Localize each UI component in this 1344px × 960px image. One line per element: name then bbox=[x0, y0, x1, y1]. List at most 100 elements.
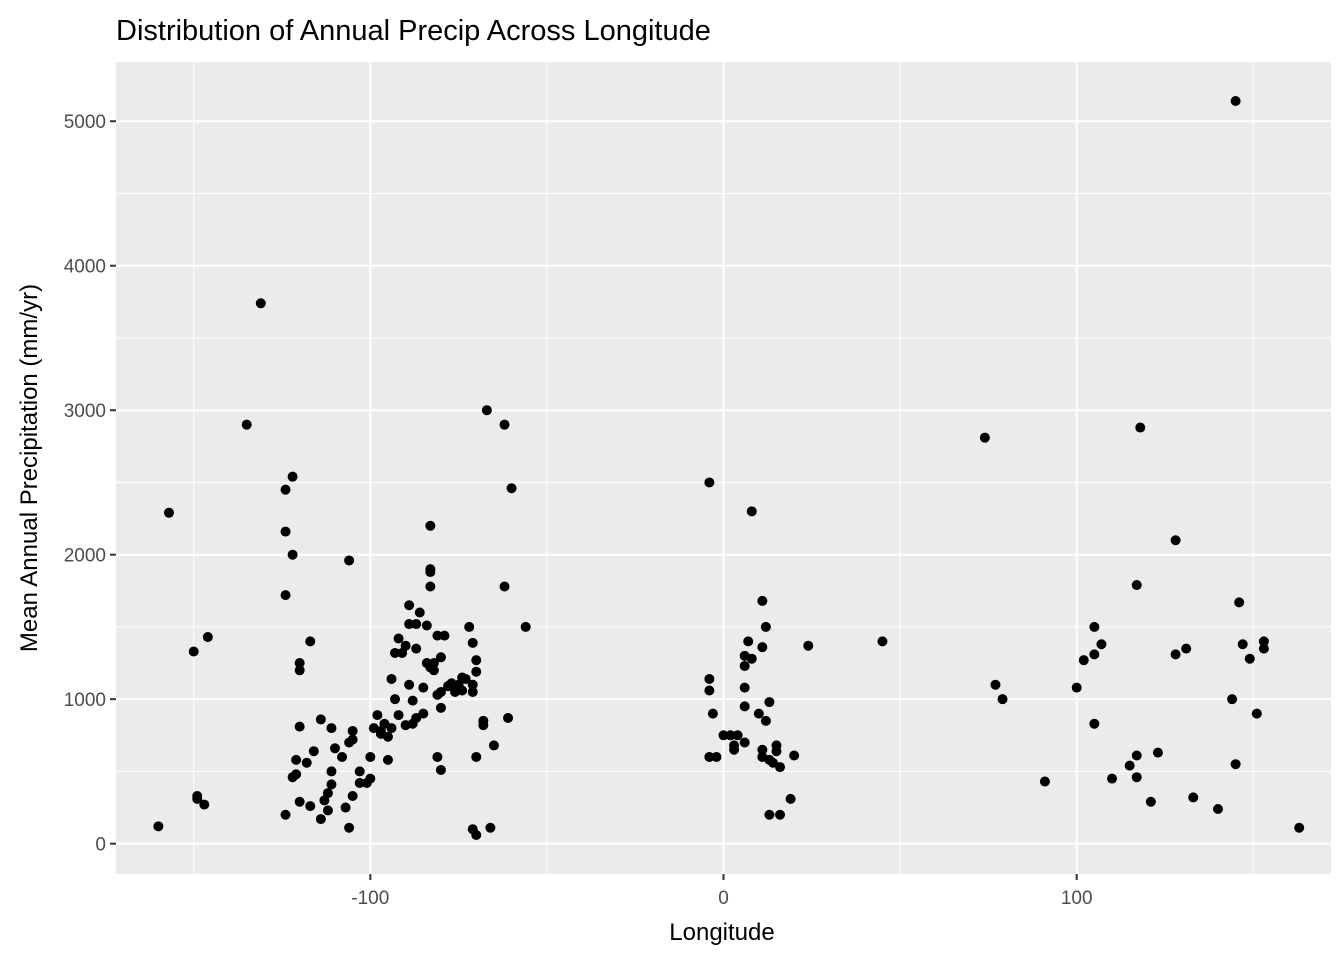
data-point bbox=[1251, 708, 1262, 719]
data-point bbox=[729, 744, 740, 755]
data-point bbox=[1227, 694, 1238, 705]
data-point bbox=[1237, 639, 1248, 650]
data-point bbox=[301, 757, 312, 768]
data-point bbox=[280, 590, 291, 601]
data-point bbox=[1039, 776, 1050, 787]
data-point bbox=[344, 555, 355, 566]
data-point bbox=[771, 746, 782, 757]
y-axis-ticks: 0 1000 2000 3000 4000 5000 bbox=[64, 112, 116, 856]
data-point bbox=[280, 809, 291, 820]
data-point bbox=[294, 721, 305, 732]
data-point bbox=[1152, 747, 1163, 758]
data-point bbox=[435, 764, 446, 775]
data-point bbox=[739, 737, 750, 748]
data-point bbox=[294, 658, 305, 669]
data-point bbox=[757, 595, 768, 606]
x-tick-label: 0 bbox=[718, 888, 729, 909]
data-point bbox=[467, 686, 478, 697]
data-point bbox=[326, 723, 337, 734]
y-tick-label: 0 bbox=[95, 835, 106, 856]
data-point bbox=[435, 702, 446, 713]
data-point bbox=[329, 743, 340, 754]
data-point bbox=[488, 740, 499, 751]
chart-title: Distribution of Annual Precip Across Lon… bbox=[116, 15, 711, 47]
data-point bbox=[326, 766, 337, 777]
data-point bbox=[425, 520, 436, 531]
data-point bbox=[704, 751, 715, 762]
data-point bbox=[418, 708, 429, 719]
y-tick-label: 4000 bbox=[64, 257, 106, 278]
data-point bbox=[404, 619, 415, 630]
data-point bbox=[739, 660, 750, 671]
data-point bbox=[1089, 718, 1100, 729]
data-point bbox=[414, 607, 425, 618]
data-points bbox=[153, 96, 1305, 840]
data-point bbox=[467, 679, 478, 690]
data-point bbox=[305, 801, 316, 812]
data-point bbox=[1230, 96, 1241, 107]
y-tick-label: 2000 bbox=[64, 546, 106, 567]
data-point bbox=[308, 746, 319, 757]
data-point bbox=[192, 793, 203, 804]
x-tick-label: -100 bbox=[351, 888, 389, 909]
data-point bbox=[153, 821, 164, 832]
data-point bbox=[711, 751, 722, 762]
data-point bbox=[432, 630, 443, 641]
data-point bbox=[393, 633, 404, 644]
data-point bbox=[404, 679, 415, 690]
data-point bbox=[707, 708, 718, 719]
data-point bbox=[354, 766, 365, 777]
data-point bbox=[499, 581, 510, 592]
data-point bbox=[789, 750, 800, 761]
data-point bbox=[432, 751, 443, 762]
data-point bbox=[732, 730, 743, 741]
data-point bbox=[1071, 682, 1082, 693]
data-point bbox=[315, 814, 326, 825]
data-point bbox=[520, 621, 531, 632]
data-point bbox=[1170, 535, 1181, 546]
data-point bbox=[1244, 653, 1255, 664]
data-point bbox=[997, 694, 1008, 705]
data-point bbox=[291, 769, 302, 780]
data-point bbox=[400, 640, 411, 651]
data-point bbox=[287, 471, 298, 482]
data-point bbox=[382, 754, 393, 765]
data-point bbox=[460, 673, 471, 684]
data-point bbox=[340, 802, 351, 813]
data-point bbox=[386, 673, 397, 684]
data-point bbox=[704, 673, 715, 684]
data-point bbox=[404, 600, 415, 611]
data-point bbox=[188, 646, 199, 657]
data-point bbox=[725, 730, 736, 741]
data-point bbox=[365, 773, 376, 784]
data-point bbox=[280, 526, 291, 537]
data-point bbox=[1258, 636, 1269, 647]
data-point bbox=[411, 619, 422, 630]
data-point bbox=[471, 655, 482, 666]
data-point bbox=[499, 419, 510, 430]
data-point bbox=[506, 483, 517, 494]
data-point bbox=[315, 714, 326, 725]
data-point bbox=[764, 697, 775, 708]
data-point bbox=[757, 744, 768, 755]
data-point bbox=[347, 725, 358, 736]
data-point bbox=[1170, 649, 1181, 660]
data-point bbox=[746, 653, 757, 664]
data-point bbox=[1089, 621, 1100, 632]
data-point bbox=[775, 762, 786, 773]
data-point bbox=[877, 636, 888, 647]
data-point bbox=[478, 720, 489, 731]
data-point bbox=[1230, 759, 1241, 770]
data-point bbox=[1145, 796, 1156, 807]
data-point bbox=[743, 636, 754, 647]
data-point bbox=[163, 507, 174, 518]
data-point bbox=[393, 710, 404, 721]
x-axis-title: Longitude bbox=[669, 919, 774, 946]
data-point bbox=[471, 666, 482, 677]
data-point bbox=[718, 730, 729, 741]
data-point bbox=[1234, 597, 1245, 608]
data-point bbox=[785, 793, 796, 804]
data-point bbox=[739, 701, 750, 712]
data-point bbox=[365, 751, 376, 762]
